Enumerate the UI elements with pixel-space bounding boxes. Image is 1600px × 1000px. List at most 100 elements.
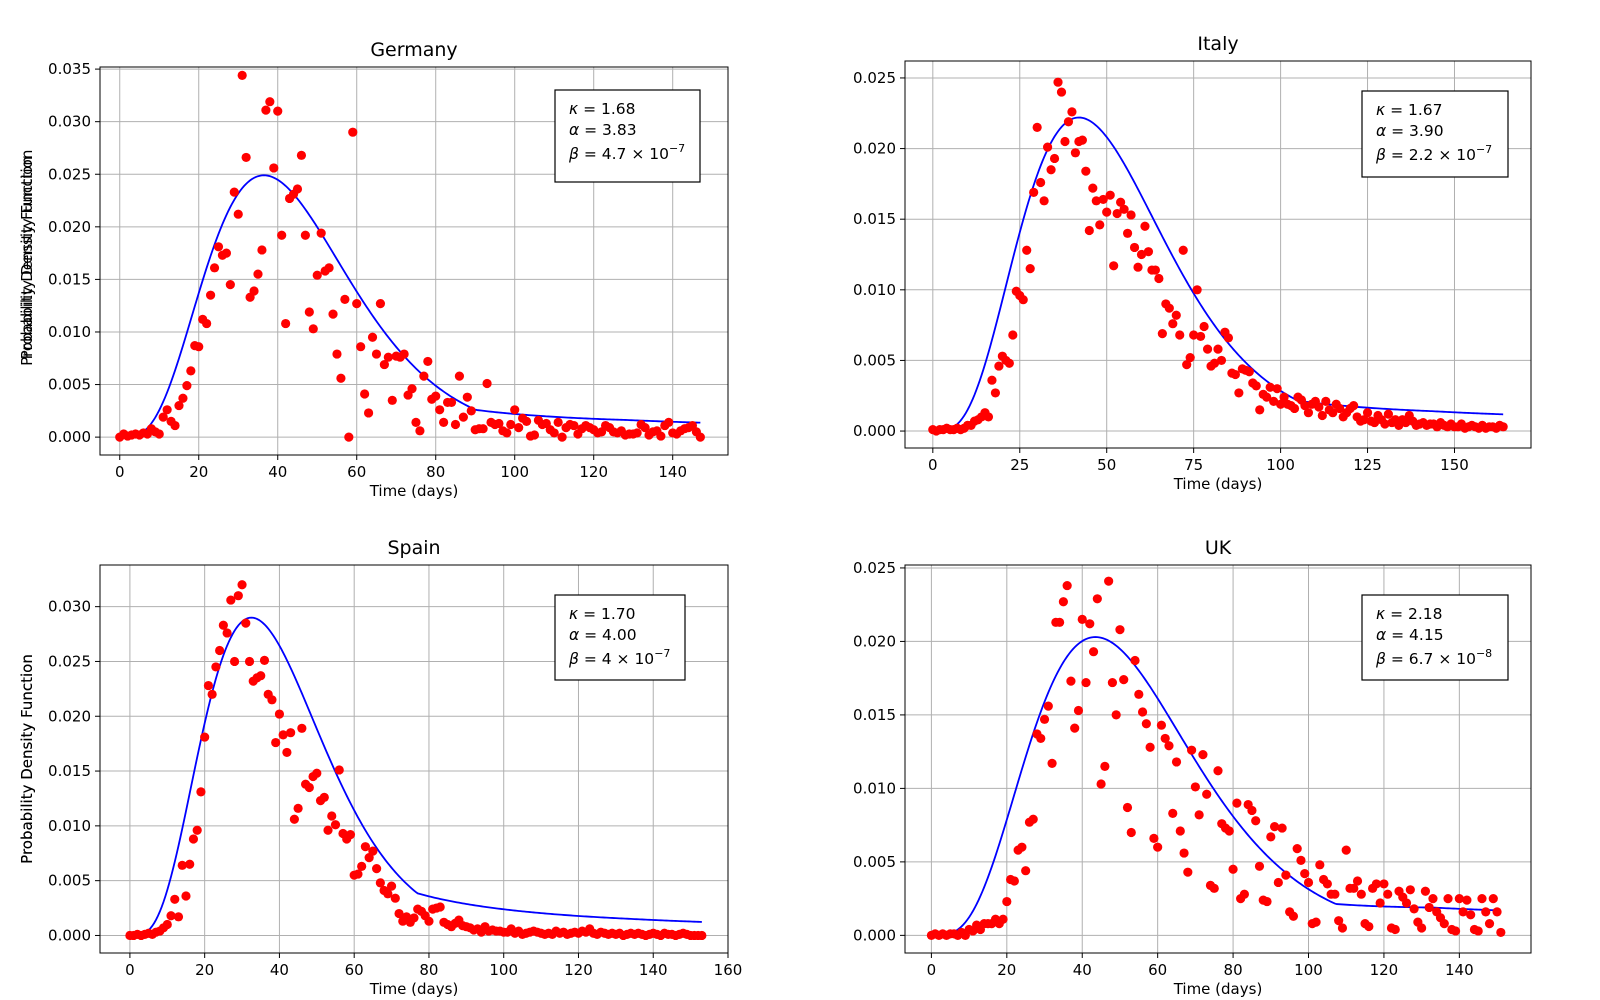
- data-point: [1168, 808, 1178, 818]
- data-point: [289, 814, 299, 824]
- data-point: [1322, 879, 1332, 889]
- data-point: [1262, 392, 1272, 402]
- data-point: [202, 318, 212, 329]
- data-point: [1049, 153, 1060, 164]
- param-kappa: κ = 1.68: [569, 100, 636, 118]
- data-point: [375, 878, 385, 888]
- data-point: [454, 371, 465, 381]
- y-tick-label: 0.000: [48, 428, 91, 446]
- chart-spain: 0 20 40 60 80 100 120 140 160 0.000 0.005 0.010 0.01…: [18, 537, 742, 998]
- x-tick-label: 140: [639, 961, 668, 979]
- data-point: [241, 618, 251, 628]
- data-point: [1330, 889, 1340, 899]
- param-kappa: κ = 2.18: [1376, 605, 1443, 623]
- data-point: [1126, 827, 1136, 838]
- data-point: [1136, 249, 1147, 260]
- x-tick-label: 125: [1353, 456, 1382, 474]
- data-point: [257, 245, 267, 255]
- data-point: [162, 919, 172, 930]
- data-point: [1216, 355, 1227, 366]
- data-point: [1036, 177, 1046, 188]
- data-point: [446, 397, 457, 408]
- x-tick-label: 80: [1224, 961, 1243, 979]
- data-point: [177, 860, 187, 870]
- param-legend-box: [554, 594, 686, 681]
- data-point: [994, 361, 1004, 371]
- y-tick-label: 0.000: [853, 422, 896, 440]
- y-tick-label: 0.010: [48, 817, 91, 835]
- x-tick-label: 20: [189, 463, 208, 481]
- data-point: [1185, 353, 1195, 363]
- x-tick-label: 80: [426, 463, 445, 481]
- data-point: [1450, 926, 1461, 936]
- data-point: [1380, 419, 1390, 429]
- data-point: [340, 294, 350, 304]
- data-point: [394, 908, 404, 919]
- x-tick-label: 100: [500, 463, 529, 481]
- param-alpha: α = 3.90: [1376, 122, 1444, 140]
- data-point: [1244, 367, 1254, 377]
- data-point: [1140, 221, 1150, 231]
- x-tick-label: 120: [1370, 961, 1399, 979]
- data-point: [1234, 388, 1244, 398]
- data-point: [211, 662, 221, 672]
- data-point: [1311, 917, 1321, 927]
- data-point: [1018, 295, 1028, 305]
- data-point: [1164, 303, 1174, 313]
- param-beta: β = 4 × 10−7: [568, 647, 670, 668]
- data-point: [154, 429, 164, 439]
- data-point: [1025, 264, 1035, 274]
- param-legend-box: [554, 89, 701, 183]
- data-point: [1247, 805, 1257, 816]
- data-point: [1028, 814, 1038, 824]
- data-point: [312, 768, 322, 778]
- data-point: [1190, 782, 1200, 792]
- data-point: [162, 405, 172, 415]
- data-point: [494, 418, 504, 429]
- data-point: [1228, 864, 1238, 874]
- data-point: [1359, 415, 1369, 425]
- param-kappa: κ = 1.70: [569, 605, 636, 623]
- data-point: [269, 163, 279, 173]
- data-point: [383, 889, 393, 899]
- data-point: [1224, 826, 1234, 836]
- data-point: [1341, 845, 1351, 855]
- data-point: [1067, 107, 1077, 117]
- y-tick-label: 0.005: [48, 376, 91, 394]
- data-point: [336, 373, 346, 383]
- data-point: [308, 324, 318, 334]
- data-point: [1230, 369, 1240, 380]
- data-point: [1272, 384, 1282, 394]
- data-point: [371, 349, 382, 359]
- data-point: [332, 349, 342, 359]
- y-axis-label: Probability Density Function: [18, 150, 36, 360]
- data-point: [170, 420, 180, 431]
- y-tick-label: 0.020: [853, 140, 896, 158]
- data-point: [664, 417, 674, 427]
- axes-frame: [99, 564, 729, 954]
- data-point: [407, 384, 417, 394]
- data-point: [1058, 597, 1068, 607]
- data-point: [348, 127, 358, 137]
- data-point: [1481, 907, 1491, 917]
- data-point: [1279, 392, 1289, 402]
- x-tick-label: 20: [997, 961, 1016, 979]
- data-point: [506, 419, 516, 430]
- data-point: [357, 861, 367, 872]
- data-point: [1458, 907, 1468, 917]
- data-point: [267, 695, 277, 705]
- data-point: [360, 842, 370, 852]
- data-point: [1303, 877, 1314, 888]
- chart-germany: 0 20 40 60 80 100 120 140 0.000 0.005 0.010 0.015 0.…: [18, 39, 729, 500]
- data-point: [1213, 766, 1223, 776]
- data-point: [1066, 676, 1076, 686]
- data-point: [435, 902, 445, 912]
- data-point: [521, 416, 532, 426]
- fit-curve: [129, 616, 702, 937]
- param-beta: β = 2.2 × 10−7: [1375, 143, 1492, 164]
- y-tick-label: 0.010: [853, 281, 896, 299]
- x-tick-label: 60: [1148, 961, 1167, 979]
- data-point: [390, 893, 400, 903]
- data-point: [1042, 142, 1053, 152]
- data-point: [1199, 321, 1209, 332]
